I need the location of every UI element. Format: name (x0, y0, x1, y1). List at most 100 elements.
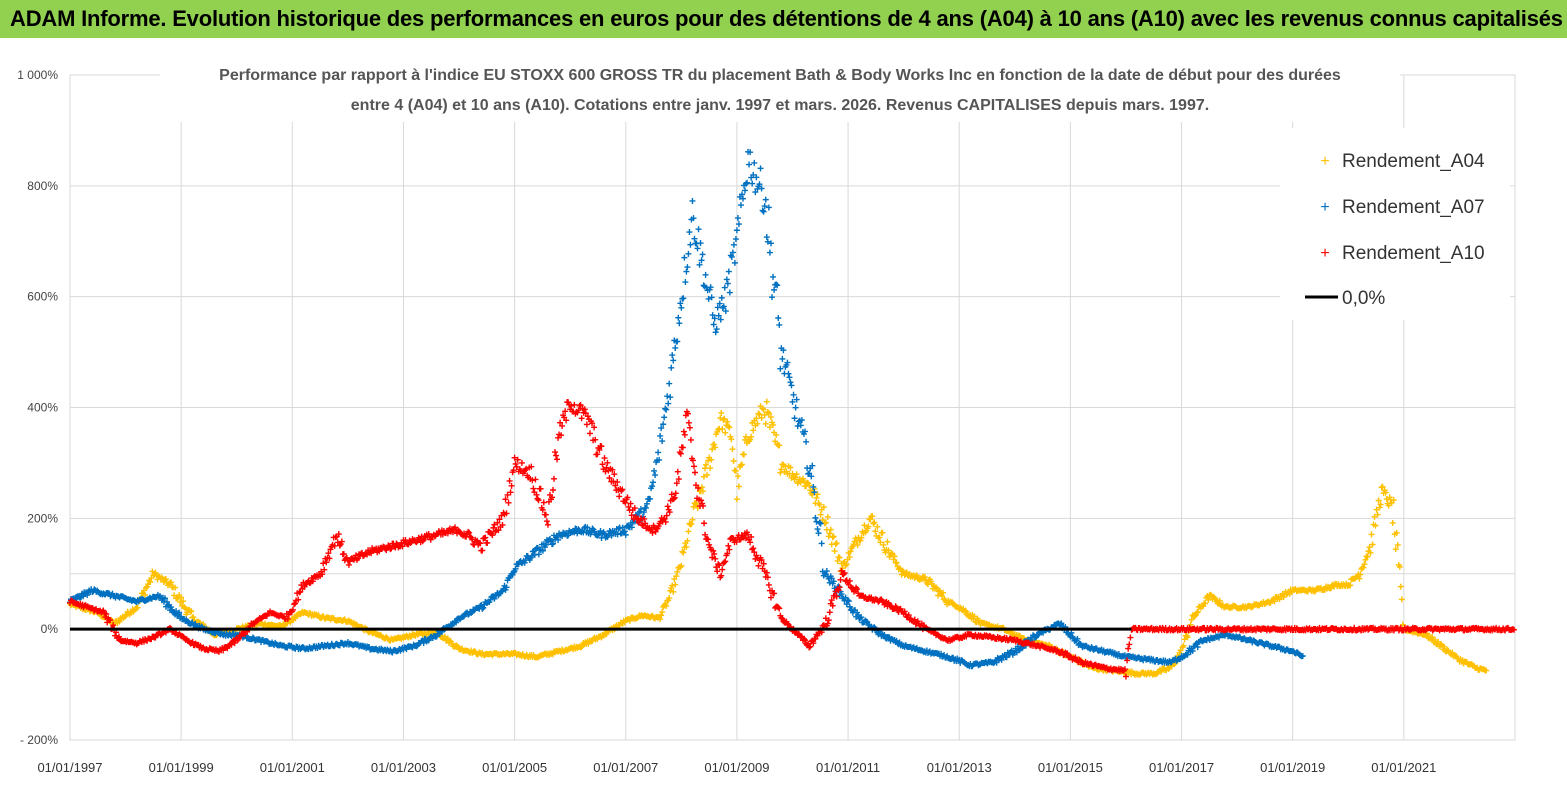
data-point (1121, 666, 1128, 673)
data-point (857, 615, 864, 622)
x-axis-ticks: 01/01/1997 01/01/1999 01/01/2001 01/01/2003… (37, 760, 1436, 775)
data-point (589, 420, 596, 427)
data-point (496, 516, 503, 523)
data-point (879, 598, 886, 605)
data-point (834, 557, 841, 564)
data-point (663, 603, 670, 610)
data-point (539, 506, 546, 513)
data-point (319, 571, 326, 578)
data-point (540, 499, 547, 506)
data-point (874, 523, 881, 530)
data-point (829, 534, 836, 541)
data-point (698, 257, 705, 264)
data-point (726, 424, 733, 431)
data-point (773, 281, 780, 288)
data-point (688, 520, 695, 527)
data-point (627, 500, 634, 507)
data-point (722, 308, 729, 315)
data-point (679, 444, 686, 451)
data-point (508, 482, 515, 489)
data-point (690, 215, 697, 222)
data-point (824, 513, 831, 520)
data-point (940, 589, 947, 596)
data-point (1014, 643, 1021, 650)
data-point (832, 541, 839, 548)
legend-label-zero: 0,0% (1342, 288, 1385, 309)
data-point (1122, 673, 1129, 680)
legend-label-a10: Rendement_A10 (1342, 243, 1485, 264)
data-point (327, 546, 334, 553)
data-point (1429, 634, 1436, 641)
data-point (491, 595, 498, 602)
data-point (663, 406, 670, 413)
data-point (695, 226, 702, 233)
data-point (323, 559, 330, 566)
data-point (719, 566, 726, 573)
data-point (649, 529, 656, 536)
data-point (680, 428, 687, 435)
data-point (589, 525, 596, 532)
x-tick-label: 01/01/2001 (260, 760, 325, 775)
data-point (825, 617, 832, 624)
data-point (738, 461, 745, 468)
data-point (962, 607, 969, 614)
data-point (748, 533, 755, 540)
data-point (709, 554, 716, 561)
data-point (911, 616, 918, 623)
data-point (687, 436, 694, 443)
data-point (499, 521, 506, 528)
data-point (670, 357, 677, 364)
data-point (751, 549, 758, 556)
data-point (803, 438, 810, 445)
y-tick-label: 0% (41, 622, 59, 636)
data-point (628, 512, 635, 519)
performance-chart: 1 000% 800% 600% 400% 200% 0% - 200% 01/01/199… (17, 60, 1518, 775)
data-point (721, 415, 728, 422)
data-point (795, 418, 802, 425)
data-point (893, 559, 900, 566)
data-point (1385, 502, 1392, 509)
data-point (528, 553, 535, 560)
data-point (718, 294, 725, 301)
data-point (835, 587, 842, 594)
data-point (905, 612, 912, 619)
data-point (743, 433, 750, 440)
data-point (176, 609, 183, 616)
data-point (599, 461, 606, 468)
data-point (677, 300, 684, 307)
data-point (542, 541, 549, 548)
data-point (468, 610, 475, 617)
data-point (142, 591, 149, 598)
data-point (1299, 652, 1306, 659)
data-point (391, 543, 398, 550)
data-point (710, 547, 717, 554)
data-point (877, 539, 884, 546)
data-point (134, 604, 141, 611)
data-point (722, 429, 729, 436)
data-point (701, 520, 708, 527)
data-point (901, 608, 908, 615)
data-point (699, 488, 706, 495)
data-point (971, 613, 978, 620)
data-point (292, 600, 299, 607)
data-point (480, 604, 487, 611)
data-point (881, 632, 888, 639)
data-point (676, 320, 683, 327)
data-point (827, 526, 834, 533)
data-point (562, 408, 569, 415)
data-point (529, 477, 536, 484)
data-point (717, 415, 724, 422)
data-point (664, 503, 671, 510)
data-point (816, 519, 823, 526)
data-point (802, 637, 809, 644)
data-point (730, 457, 737, 464)
data-point (295, 596, 302, 603)
y-tick-label: 600% (27, 290, 58, 304)
data-point (850, 541, 857, 548)
data-point (816, 501, 823, 508)
data-point (722, 558, 729, 565)
data-point (726, 546, 733, 553)
data-point (687, 241, 694, 248)
data-point (1280, 594, 1287, 601)
data-point (716, 300, 723, 307)
